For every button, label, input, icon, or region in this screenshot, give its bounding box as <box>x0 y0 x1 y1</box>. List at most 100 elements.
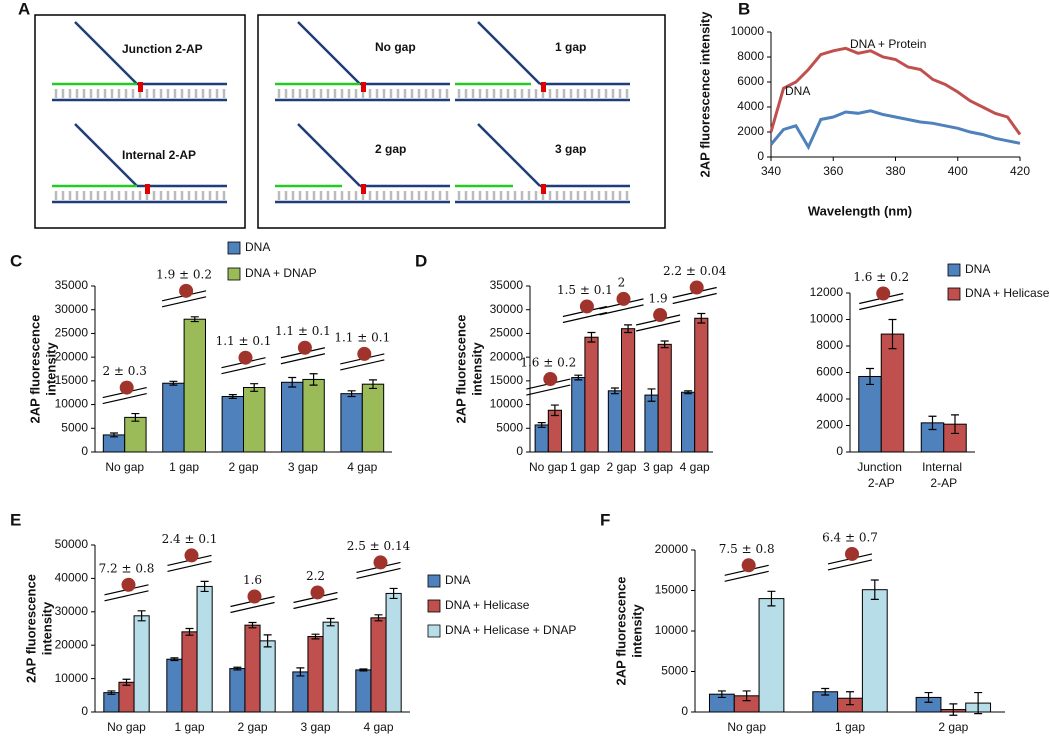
y-tick-label: 5000 <box>61 420 88 434</box>
icon-dna <box>102 392 147 405</box>
bar <box>385 592 402 713</box>
y-tick-label: 4000 <box>816 391 843 405</box>
annotation: 7.5 ± 0.8 <box>719 542 775 556</box>
y-tick-label: 10000 <box>490 397 524 411</box>
error-bar <box>374 614 383 622</box>
error-bar <box>170 657 179 662</box>
bar <box>102 434 126 453</box>
series-label: DNA <box>785 84 810 98</box>
error-bar <box>767 590 776 607</box>
legend-label: DNA + Helicase <box>445 598 530 612</box>
y-tick-label: 20000 <box>655 542 689 556</box>
icon-protein <box>373 555 388 570</box>
y-axis-label: 2AP fluorescence <box>453 315 468 424</box>
legend-label: DNA + DNAP <box>245 266 317 280</box>
y-tick-label: 4000 <box>737 99 764 113</box>
annotation: 2.2 ± 0.04 <box>663 264 727 278</box>
error-bar <box>624 324 633 334</box>
bar <box>124 416 147 453</box>
annotation: 2.2 <box>306 569 325 583</box>
diagram-label: 3 gap <box>555 142 586 156</box>
legend-label: DNA <box>965 262 990 276</box>
icon-protein <box>179 283 194 298</box>
bar <box>880 333 905 453</box>
annotation: 1.6 ± 0.2 <box>520 356 576 370</box>
y-tick-label: 15000 <box>55 373 89 387</box>
y-tick-label: 8000 <box>737 49 764 63</box>
icon-protein <box>616 291 631 306</box>
error-bar <box>949 703 958 716</box>
y-tick-label: 35000 <box>55 278 89 292</box>
y-tick-label: 35000 <box>490 278 524 292</box>
panel-letter: F <box>600 510 610 529</box>
legend-label: DNA <box>245 240 270 254</box>
error-bar <box>190 316 199 323</box>
icon-dna <box>724 570 769 582</box>
icon-protein <box>119 380 134 395</box>
legend-swatch <box>227 267 241 281</box>
y-tick-label: 20000 <box>490 349 524 363</box>
icon-dna <box>526 384 571 396</box>
icon-protein <box>121 577 136 592</box>
y-tick-label: 0 <box>836 444 843 458</box>
error-bar <box>288 376 297 388</box>
y-axis-label: 2AP fluorescence intensity <box>697 11 712 178</box>
icon-protein <box>357 346 372 361</box>
diagram-label: 1 gap <box>555 40 586 54</box>
error-bar <box>742 690 751 702</box>
error-bar <box>928 415 937 431</box>
annotation: 7.2 ± 0.8 <box>99 561 155 575</box>
y-tick-label: 5000 <box>661 664 688 678</box>
bar <box>229 668 246 713</box>
error-bar <box>311 633 320 640</box>
x-tick-label: 1 gap <box>570 460 600 474</box>
y-axis-label: intensity <box>629 604 644 658</box>
error-bar <box>660 340 669 349</box>
error-bar <box>185 627 194 636</box>
x-tick-label: No gap <box>727 720 766 734</box>
series-line <box>769 109 1021 151</box>
error-bar <box>684 390 693 395</box>
y-tick-label: 30000 <box>490 302 524 316</box>
y-tick-label: 2000 <box>737 124 764 138</box>
icon-dna <box>280 353 326 365</box>
x-tick-label: 2 gap <box>228 460 258 474</box>
legend-label: DNA + Helicase <box>965 286 1050 300</box>
error-bar <box>359 668 368 672</box>
x-tick-label: 1 gap <box>835 720 865 734</box>
panel-letter: B <box>738 0 750 18</box>
y-axis-label: 2AP fluorescence <box>613 577 628 686</box>
bar <box>534 424 549 453</box>
label-2ap <box>145 184 150 194</box>
strand <box>477 123 541 187</box>
x-tick-label: 3 gap <box>288 460 318 474</box>
legend-label: DNA <box>445 573 470 587</box>
annotation: 1.1 ± 0.1 <box>216 334 272 348</box>
y-tick-label: 30000 <box>55 604 89 618</box>
y-tick-label: 6000 <box>737 74 764 88</box>
x-tick-label: 400 <box>948 164 968 178</box>
y-tick-label: 0 <box>681 704 688 718</box>
y-tick-label: 25000 <box>490 326 524 340</box>
label-2ap <box>361 82 366 92</box>
bar <box>281 381 304 453</box>
bar <box>166 658 183 713</box>
error-bar <box>888 318 897 350</box>
icon-protein <box>845 546 859 561</box>
bar <box>607 390 622 453</box>
icon-dna <box>599 304 644 316</box>
bar <box>355 669 372 713</box>
strand <box>477 21 541 85</box>
bar <box>259 640 276 713</box>
error-bar <box>389 587 398 600</box>
bar <box>162 382 185 453</box>
y-tick-label: 10000 <box>810 312 844 326</box>
icon-protein <box>689 280 704 295</box>
x-tick-label: 4 gap <box>363 720 393 734</box>
x-tick-label: 4 gap <box>680 460 710 474</box>
icon-protein <box>238 350 253 365</box>
bar <box>243 386 266 453</box>
error-bar <box>107 690 116 695</box>
y-tick-label: 5000 <box>496 420 523 434</box>
error-bar <box>550 404 559 417</box>
